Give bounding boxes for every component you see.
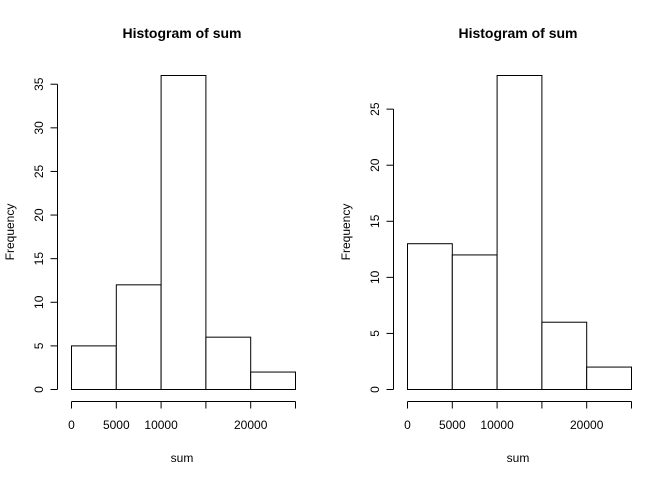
y-tick-label: 10 [32,295,46,309]
x-tick-label: 10000 [144,418,178,432]
y-axis-label: Frequency [3,204,17,261]
y-tick-label: 25 [32,164,46,178]
histogram-bar [586,366,633,391]
y-tick-label: 0 [32,386,46,393]
y-tick-label: 20 [368,158,382,172]
histogram-bar [250,371,296,390]
y-tick-label: 25 [368,102,382,116]
x-axis: 0 5000 10000 20000 [68,401,296,432]
y-tick-label: 0 [368,386,382,393]
x-axis-label: sum [171,451,194,465]
bars [71,75,296,391]
histogram-bar [541,321,588,391]
y-tick-label: 20 [32,208,46,222]
histogram-bar [71,345,117,390]
x-axis-label: sum [507,451,530,465]
histogram-bar [496,75,543,390]
y-axis-label: Frequency [339,204,353,261]
histogram-bar [160,75,207,390]
chart-title: Histogram of sum [122,25,241,41]
y-tick-label: 15 [368,214,382,228]
y-axis: 0 5 10 15 20 25 [368,102,394,393]
x-tick-label: 20000 [570,418,604,432]
histogram-panel-left: Histogram of sum sum Frequency 0 5000 1000… [3,25,296,465]
chart-title: Histogram of sum [458,25,577,41]
y-tick-label: 15 [32,252,46,266]
x-tick-label: 0 [68,418,75,432]
y-tick-label: 5 [32,342,46,349]
x-tick-label: 20000 [234,418,268,432]
y-tick-label: 5 [368,330,382,337]
y-tick-label: 35 [32,77,46,91]
x-tick-label: 5000 [439,418,466,432]
histogram-panel-right: Histogram of sum sum Frequency 0 5000 1000… [339,25,633,465]
y-tick-label: 30 [32,121,46,135]
x-tick-label: 10000 [480,418,514,432]
x-axis: 0 5000 10000 20000 [404,401,632,432]
bars [407,75,633,391]
histogram-bar [205,336,252,390]
x-tick-label: 0 [404,418,411,432]
histogram-bar [115,284,162,391]
y-tick-label: 10 [368,270,382,284]
histogram-bar [407,243,453,390]
y-axis: 0 5 10 15 20 25 30 35 [32,77,58,393]
histogram-bar [451,254,498,390]
x-tick-label: 5000 [103,418,130,432]
